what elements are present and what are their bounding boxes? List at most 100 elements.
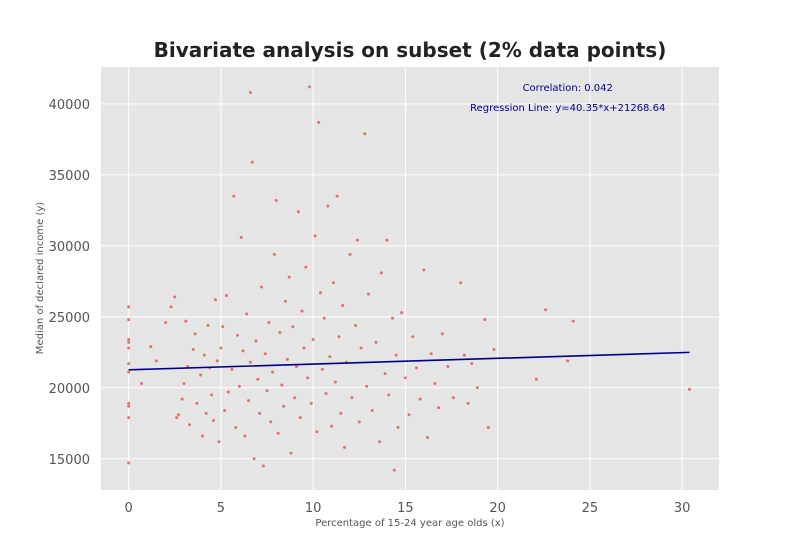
scatter-point (210, 393, 214, 397)
scatter-point (127, 338, 131, 342)
scatter-point (245, 312, 249, 316)
scatter-point (140, 382, 144, 386)
scatter-points (127, 85, 691, 472)
scatter-point (379, 271, 383, 275)
scatter-point (259, 285, 263, 289)
scatter-point (127, 346, 131, 350)
scatter-point (337, 335, 341, 339)
scatter-point (451, 396, 455, 400)
scatter-point (307, 85, 311, 89)
scatter-point (149, 345, 153, 349)
scatter-point (394, 353, 398, 357)
scatter-point (226, 390, 230, 394)
y-tick-label: 40000 (49, 98, 90, 113)
scatter-point (390, 316, 394, 320)
scatter-point (475, 386, 479, 390)
x-tick-label: 30 (674, 501, 691, 516)
scatter-point (466, 401, 470, 405)
scatter-point (440, 332, 444, 336)
scatter-point (243, 434, 247, 438)
scatter-point (184, 319, 188, 323)
grid (101, 67, 719, 490)
scatter-point (486, 426, 490, 430)
scatter-point (302, 346, 306, 350)
scatter-point (127, 305, 131, 309)
scatter-point (403, 376, 407, 380)
scatter-point (330, 424, 334, 428)
scatter-point (293, 396, 297, 400)
scatter-point (127, 370, 131, 374)
scatter-point (213, 298, 217, 302)
scatter-point (254, 339, 258, 343)
scatter-point (385, 238, 389, 242)
x-tick-label: 15 (397, 501, 414, 516)
scatter-point (315, 430, 319, 434)
scatter-point (429, 352, 433, 356)
scatter-point (274, 198, 278, 202)
scatter-point (188, 423, 192, 427)
scatter-point (366, 292, 370, 296)
scatter-point (204, 411, 208, 415)
scatter-point (462, 353, 466, 357)
scatter-point (283, 299, 287, 303)
scatter-point (252, 457, 256, 461)
scatter-point (212, 418, 216, 422)
scatter-point (400, 311, 404, 315)
x-tick-label: 5 (217, 501, 225, 516)
scatter-point (459, 281, 463, 285)
scatter-point (230, 367, 234, 371)
scatter-point (219, 346, 223, 350)
scatter-point (320, 367, 324, 371)
scatter-point (534, 377, 538, 381)
scatter-point (282, 404, 286, 408)
scatter-point (175, 416, 179, 420)
scatter-point (313, 234, 317, 238)
scatter-point (566, 359, 570, 363)
scatter-point (317, 120, 321, 124)
scatter-point (446, 365, 450, 369)
scatter-point (236, 333, 240, 337)
y-tick-label: 30000 (49, 240, 90, 255)
x-tick-label: 0 (125, 501, 133, 516)
scatter-point (328, 355, 332, 359)
scatter-point (322, 316, 326, 320)
chart-title: Bivariate analysis on subset (2% data po… (154, 38, 667, 62)
scatter-point (215, 359, 219, 363)
scatter-point (311, 338, 315, 342)
scatter-point (267, 321, 271, 325)
scatter-point (193, 332, 197, 336)
scatter-point (483, 318, 487, 322)
scatter-point (223, 409, 227, 413)
x-tick-label: 10 (305, 501, 322, 516)
scatter-point (341, 303, 345, 307)
scatter-point (335, 194, 339, 198)
scatter-point (414, 366, 418, 370)
scatter-point (383, 372, 387, 376)
scatter-point (232, 194, 236, 198)
scatter-point (411, 335, 415, 339)
scatter-point (437, 406, 441, 410)
plot-area (101, 67, 719, 490)
scatter-point (127, 416, 131, 420)
scatter-point (289, 451, 293, 455)
scatter-point (234, 426, 238, 430)
scatter-point (237, 384, 241, 388)
scatter-point (276, 431, 280, 435)
scatter-point (350, 396, 354, 400)
scatter-point (354, 323, 358, 327)
scatter-point (687, 387, 691, 391)
scatter-point (224, 294, 228, 298)
scatter-point (248, 360, 252, 364)
scatter-point (169, 305, 173, 309)
x-tick-label: 25 (582, 501, 599, 516)
scatter-point (191, 347, 195, 351)
scatter-point (426, 435, 430, 439)
scatter-point (326, 204, 330, 208)
scatter-point (195, 401, 199, 405)
scatter-point (239, 235, 243, 239)
scatter-point (285, 357, 289, 361)
scatter-point (199, 373, 203, 377)
scatter-point (278, 330, 282, 334)
